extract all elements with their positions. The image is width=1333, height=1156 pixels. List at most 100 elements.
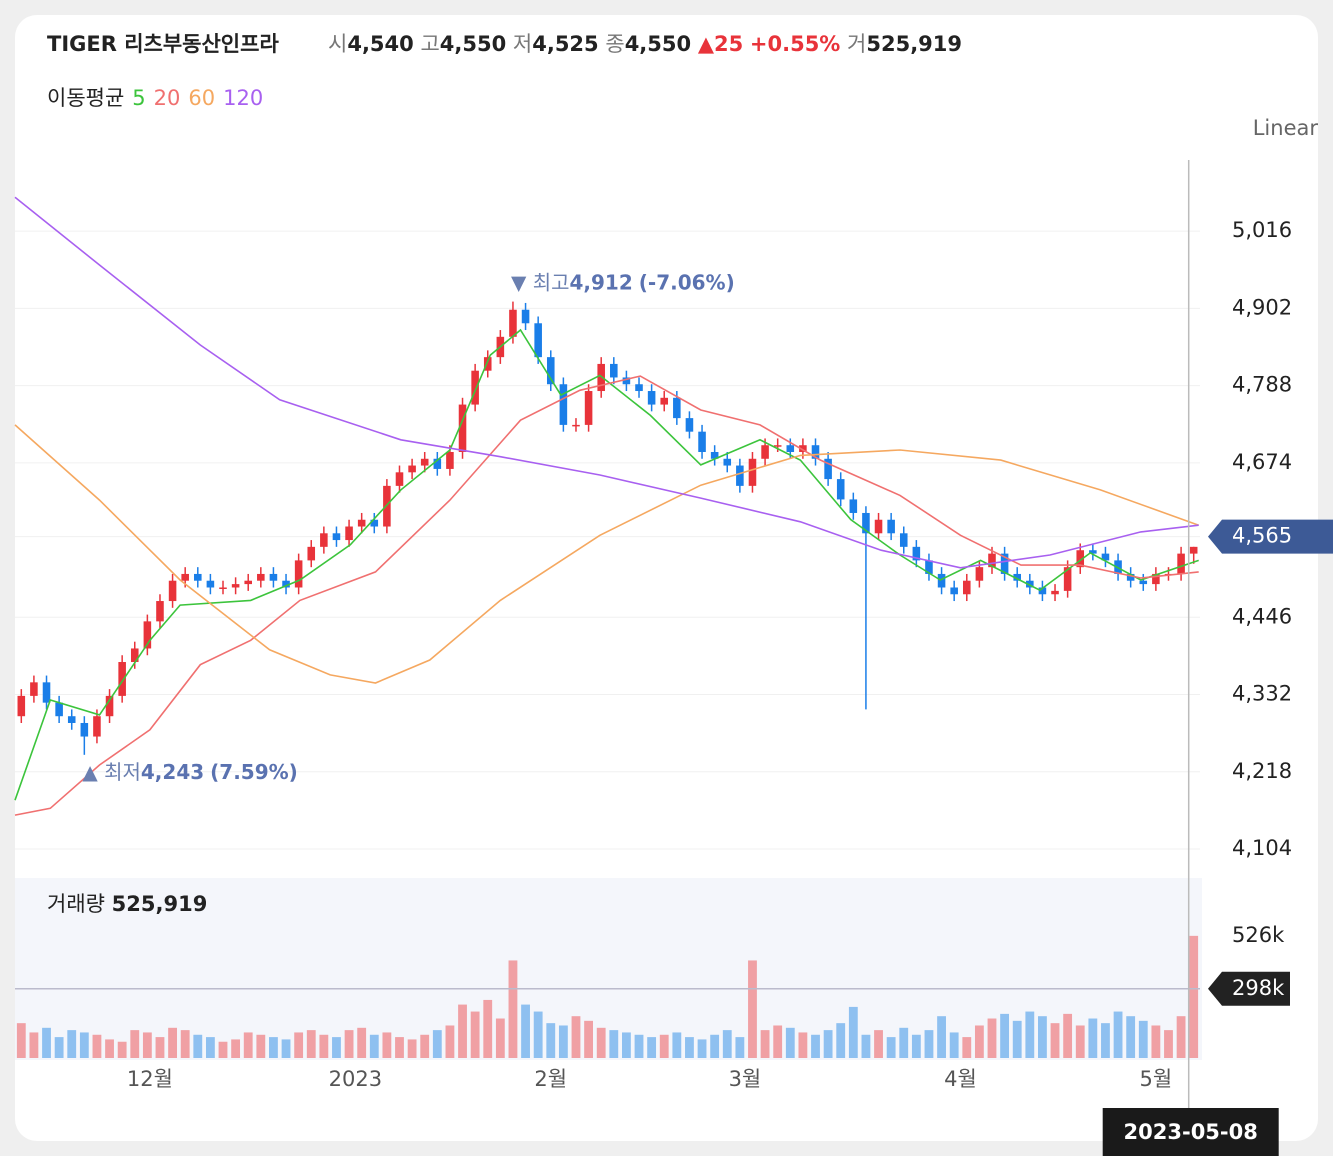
candle-body (420, 458, 429, 466)
candle-body (1126, 573, 1135, 581)
candle-body (143, 621, 152, 649)
x-tick-label: 3월 (729, 1067, 762, 1091)
volume-bar (458, 1004, 467, 1058)
volume-bar (659, 1034, 669, 1058)
candle-body (408, 465, 416, 473)
volume-bar (357, 1027, 367, 1058)
volume-bar (117, 1041, 127, 1058)
candle-body (194, 573, 202, 581)
y-tick-label: 4,104 (1232, 836, 1292, 860)
volume-bar (987, 1018, 997, 1058)
volume-bar (962, 1037, 972, 1058)
volume-bar (1025, 1011, 1035, 1058)
volume-bar (483, 999, 493, 1058)
volume-bar (142, 1032, 152, 1058)
volume-bar (836, 1023, 846, 1058)
price-tag (1208, 519, 1333, 554)
volume-bar (735, 1037, 745, 1058)
annotation: ▼ 최고4,912 (-7.06%) (511, 270, 735, 294)
moving-average (14, 424, 1199, 684)
candle-body (168, 580, 177, 602)
volume-bar (470, 1011, 480, 1058)
candle-body (899, 533, 908, 547)
volume-bar (773, 1025, 783, 1058)
volume-bar (533, 1011, 543, 1058)
volume-bar (748, 960, 757, 1058)
ma-legend-entry: 5 (132, 86, 145, 110)
candle-body (1076, 550, 1085, 568)
annotation-value: 4,243 (141, 759, 204, 783)
volume-bar (647, 1037, 657, 1058)
volume-tick-label: 526k (1232, 923, 1285, 947)
annotation-note: (-7.06%) (639, 270, 735, 294)
card (15, 15, 1318, 1141)
volume-bar (256, 1034, 266, 1058)
volume-bar (848, 1006, 858, 1058)
q-label: 저 (513, 32, 532, 56)
q-value: 4,550 (625, 32, 691, 56)
volume-bar (420, 1034, 430, 1058)
date-tag (1102, 1108, 1279, 1156)
candle-body (1000, 553, 1009, 574)
candle-body (244, 580, 252, 585)
volume-bar (1038, 1016, 1047, 1058)
candle-body (597, 363, 605, 392)
volume-bar (205, 1037, 215, 1058)
volume-bar (332, 1037, 341, 1058)
q-label: 시 (328, 32, 347, 56)
stock-name: TIGER 리츠부동산인프라 (47, 32, 279, 56)
volume-bar (168, 1027, 177, 1058)
candle-body (824, 458, 832, 480)
volume-bar (571, 1016, 581, 1058)
volume-bar (861, 1034, 871, 1058)
volume-bar (92, 1034, 102, 1058)
candle-body (269, 573, 278, 581)
volume-bar (521, 1004, 530, 1058)
candle-body (521, 309, 530, 324)
candle-body (1051, 590, 1059, 595)
volume-bar (16, 1023, 26, 1058)
volume-bar (1050, 1023, 1060, 1058)
volume-bar (584, 1020, 594, 1058)
volume-bar (1101, 1023, 1110, 1058)
volume-bar (1151, 1025, 1161, 1058)
price-tag-label: 4,565 (1232, 524, 1292, 548)
candle-body (156, 601, 164, 622)
volume-bar (874, 1030, 883, 1058)
volume-bar (382, 1032, 392, 1058)
volume-bar (937, 1016, 946, 1058)
volume-bar (924, 1030, 934, 1058)
volume-bar (319, 1034, 329, 1058)
scale-mode[interactable]: Linear (1253, 116, 1319, 140)
candle-body (950, 587, 958, 595)
volume-bar (1126, 1016, 1136, 1058)
ma-legend-entry: 120 (223, 86, 263, 110)
x-tick-label: 2월 (534, 1067, 567, 1091)
y-tick-label: 4,446 (1232, 604, 1292, 628)
candle-body (1038, 587, 1047, 595)
moving-average (14, 196, 1199, 569)
volume-bar (495, 1018, 505, 1058)
quote: 시4,540 고4,550 저4,525 종4,550 ▲25 +0.55% 거… (328, 32, 962, 56)
candle-body (534, 323, 542, 358)
candle-body (748, 458, 757, 486)
volume-bar (193, 1034, 203, 1058)
y-tick-label: 4,788 (1232, 373, 1292, 397)
y-tick-label: 4,902 (1232, 295, 1292, 319)
volume-bar (180, 1030, 190, 1058)
candle-body (736, 465, 744, 486)
volume-bar (911, 1034, 921, 1058)
candle-body (231, 584, 240, 588)
candle-body (799, 445, 807, 452)
candle-body (937, 573, 946, 588)
volume-bar (811, 1034, 820, 1058)
volume-bar (1088, 1018, 1098, 1058)
candle-body (698, 431, 706, 452)
candle-body (660, 397, 669, 405)
volume-bar (1113, 1011, 1123, 1058)
volume-bar (369, 1034, 379, 1058)
candle-body (357, 519, 366, 527)
candle-body (685, 418, 694, 432)
volume-bar (974, 1025, 984, 1058)
